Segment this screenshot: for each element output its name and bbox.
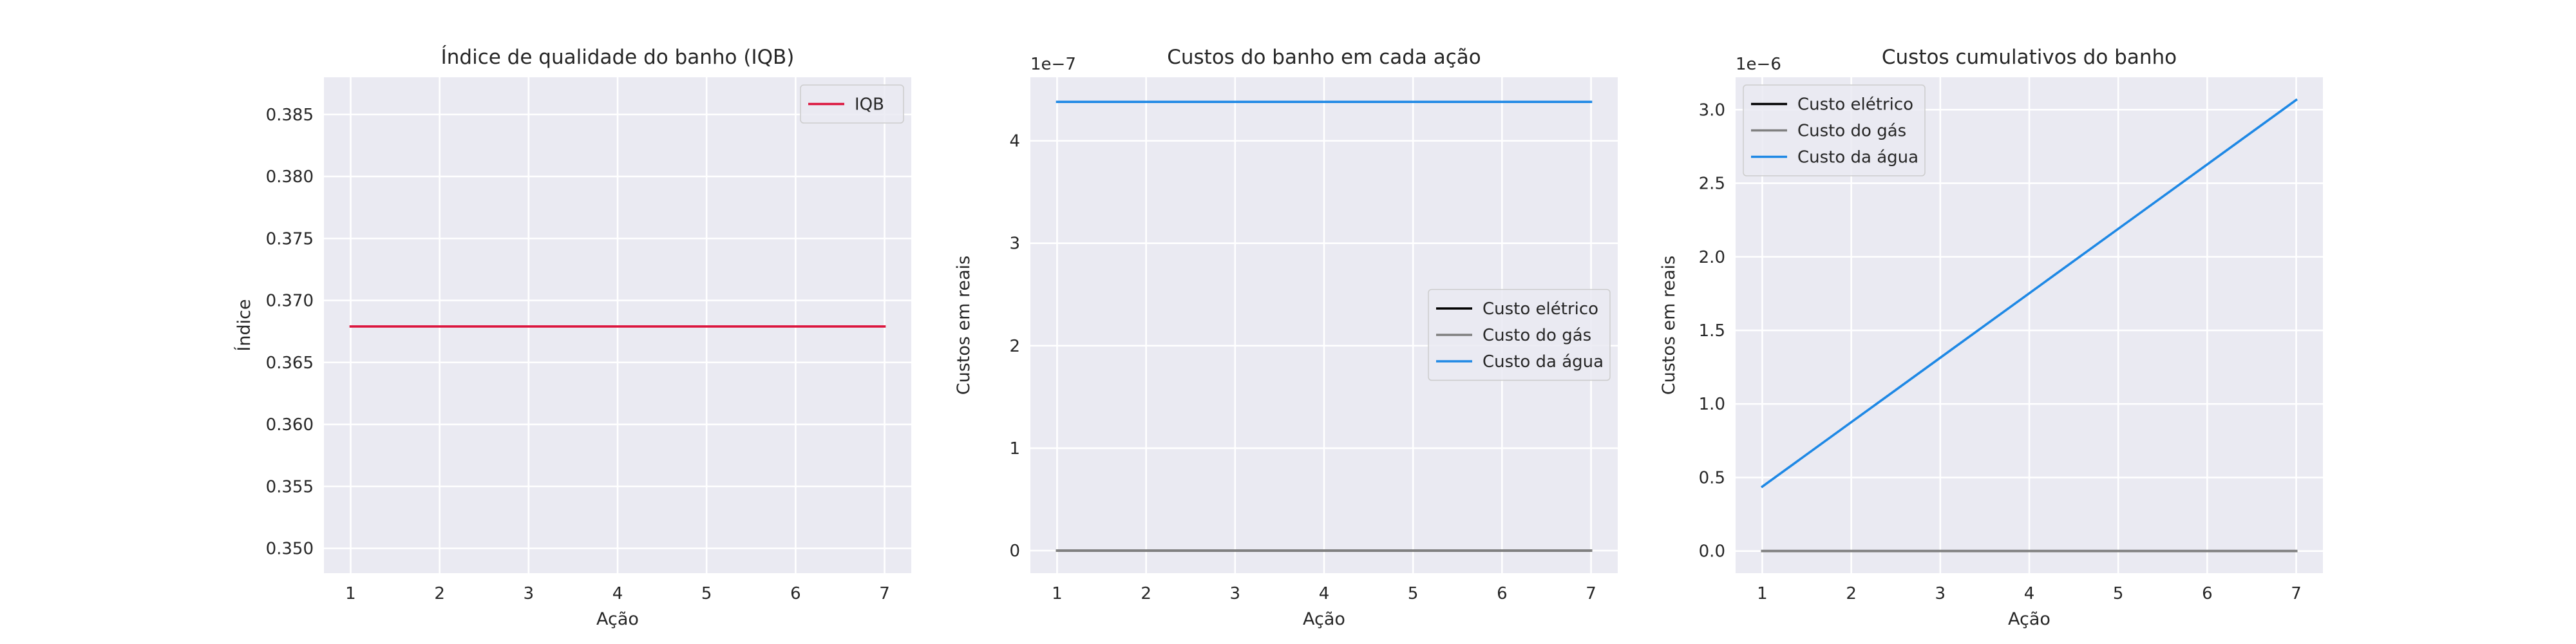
x-tick-label: 1	[345, 584, 356, 603]
y-tick-label: 0.380	[266, 167, 314, 187]
y-tick-label: 2.0	[1699, 248, 1725, 267]
legend-box	[1743, 84, 1926, 176]
y-tick-label: 0.365	[266, 354, 314, 373]
x-tick-label: 6	[2202, 584, 2213, 603]
legend: IQB	[800, 84, 904, 124]
y-axis-label: Índice	[234, 299, 254, 351]
legend-label: Custo da água	[1482, 352, 1604, 372]
x-tick-label: 6	[1497, 584, 1508, 603]
y-tick-label: 0.360	[266, 415, 314, 435]
x-tick-label: 5	[1408, 584, 1419, 603]
legend: Custo elétrico Custo do gás Custo da água	[1428, 289, 1611, 381]
legend-box	[1428, 289, 1611, 381]
x-tick-label: 4	[1319, 584, 1330, 603]
x-tick-label: 7	[879, 584, 890, 603]
y-tick-label: 0.5	[1699, 468, 1725, 488]
y-tick-label: 3.0	[1699, 100, 1725, 120]
x-tick-label: 5	[2113, 584, 2124, 603]
x-tick-label: 2	[1846, 584, 1857, 603]
x-tick-label: 2	[434, 584, 445, 603]
y-axis-label: Custos em reais	[1659, 256, 1679, 395]
y-tick-label: 0.355	[266, 477, 314, 497]
x-tick-label: 1	[1052, 584, 1063, 603]
chart-iqb: 1 2 3 4 5 6 7 0.350 0.355 0.360 0.365 0.370 0.375 0.3…	[234, 46, 911, 629]
y-tick-label: 2	[1009, 337, 1020, 356]
y-tick-label: 0.350	[266, 540, 314, 559]
x-tick-label: 3	[1230, 584, 1241, 603]
y-tick-label: 0.375	[266, 229, 314, 249]
series-line-3	[1760, 98, 2298, 489]
x-axis-label: Ação	[2008, 609, 2050, 629]
chart-title: Custos cumulativos do banho	[1882, 46, 2177, 69]
y-offset-text: 1e−7	[1030, 55, 1076, 74]
y-tick-label: 4	[1009, 132, 1020, 151]
x-tick-label: 3	[524, 584, 535, 603]
chart-cumulative-costs: 1 2 3 4 5 6 7 0.0 0.5 1.0 1.5 2.0 2.5 3.0 1e−6 Custos c…	[1659, 46, 2323, 629]
legend-label: Custo elétrico	[1797, 95, 1913, 115]
legend-label: Custo da água	[1797, 148, 1918, 167]
y-tick-label: 0	[1009, 542, 1020, 561]
chart-title: Índice de qualidade do banho (IQB)	[441, 46, 795, 69]
x-axis-label: Ação	[596, 609, 639, 629]
legend-label: Custo do gás	[1482, 326, 1591, 345]
x-tick-label: 4	[612, 584, 623, 603]
y-tick-label: 3	[1009, 234, 1020, 254]
y-axis-label: Custos em reais	[954, 256, 974, 395]
y-tick-label: 1.5	[1699, 321, 1725, 341]
y-offset-text: 1e−6	[1736, 55, 1781, 74]
legend-label: Custo elétrico	[1482, 299, 1598, 319]
legend-label: Custo do gás	[1797, 122, 1906, 141]
y-tick-label: 1	[1009, 439, 1020, 459]
y-tick-label: 0.370	[266, 292, 314, 311]
x-tick-label: 2	[1141, 584, 1151, 603]
x-tick-label: 3	[1935, 584, 1946, 603]
y-tick-label: 0.385	[266, 106, 314, 125]
legend-box	[800, 84, 904, 124]
x-tick-label: 7	[2291, 584, 2302, 603]
legend-label: IQB	[855, 95, 884, 115]
x-tick-label: 1	[1757, 584, 1768, 603]
x-tick-label: 7	[1586, 584, 1596, 603]
chart-costs-per-action: 1 2 3 4 5 6 7 0 1 2 3 4 1e−7 Custos do banho em cada …	[954, 46, 1618, 629]
y-tick-label: 1.0	[1699, 395, 1725, 414]
y-tick-label: 2.5	[1699, 175, 1725, 194]
chart-title: Custos do banho em cada ação	[1167, 46, 1481, 69]
x-tick-label: 5	[701, 584, 712, 603]
x-tick-label: 4	[2024, 584, 2035, 603]
legend: Custo elétrico Custo do gás Custo da água	[1743, 84, 1926, 176]
x-tick-label: 6	[790, 584, 801, 603]
x-axis-label: Ação	[1303, 609, 1345, 629]
y-tick-label: 0.0	[1699, 542, 1725, 562]
